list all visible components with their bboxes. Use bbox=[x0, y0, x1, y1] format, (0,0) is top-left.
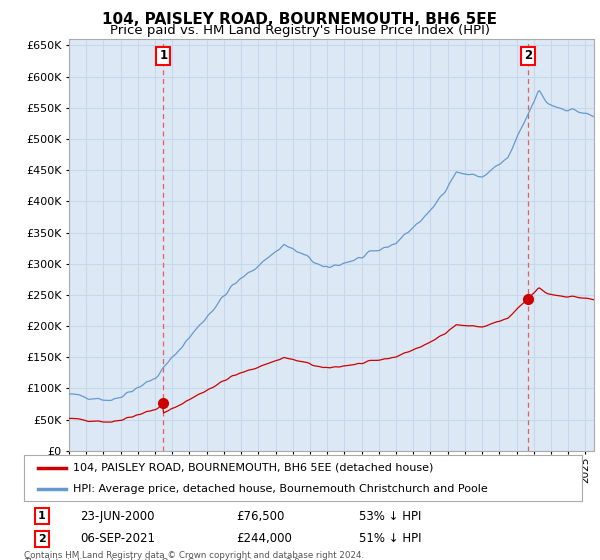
Text: This data is licensed under the Open Government Licence v3.0.: This data is licensed under the Open Gov… bbox=[24, 558, 302, 560]
Text: HPI: Average price, detached house, Bournemouth Christchurch and Poole: HPI: Average price, detached house, Bour… bbox=[73, 484, 488, 494]
Text: Price paid vs. HM Land Registry's House Price Index (HPI): Price paid vs. HM Land Registry's House … bbox=[110, 24, 490, 36]
Text: 53% ↓ HPI: 53% ↓ HPI bbox=[359, 510, 421, 523]
Text: 104, PAISLEY ROAD, BOURNEMOUTH, BH6 5EE (detached house): 104, PAISLEY ROAD, BOURNEMOUTH, BH6 5EE … bbox=[73, 463, 433, 473]
Text: 51% ↓ HPI: 51% ↓ HPI bbox=[359, 532, 421, 545]
Text: 1: 1 bbox=[38, 511, 46, 521]
Text: 2: 2 bbox=[38, 534, 46, 544]
Text: £76,500: £76,500 bbox=[236, 510, 284, 523]
Text: Contains HM Land Registry data © Crown copyright and database right 2024.: Contains HM Land Registry data © Crown c… bbox=[24, 551, 364, 560]
Text: 104, PAISLEY ROAD, BOURNEMOUTH, BH6 5EE: 104, PAISLEY ROAD, BOURNEMOUTH, BH6 5EE bbox=[103, 12, 497, 27]
Text: 1: 1 bbox=[159, 49, 167, 63]
Text: £244,000: £244,000 bbox=[236, 532, 292, 545]
Text: 06-SEP-2021: 06-SEP-2021 bbox=[80, 532, 155, 545]
Text: 2: 2 bbox=[524, 49, 532, 63]
Text: 23-JUN-2000: 23-JUN-2000 bbox=[80, 510, 154, 523]
